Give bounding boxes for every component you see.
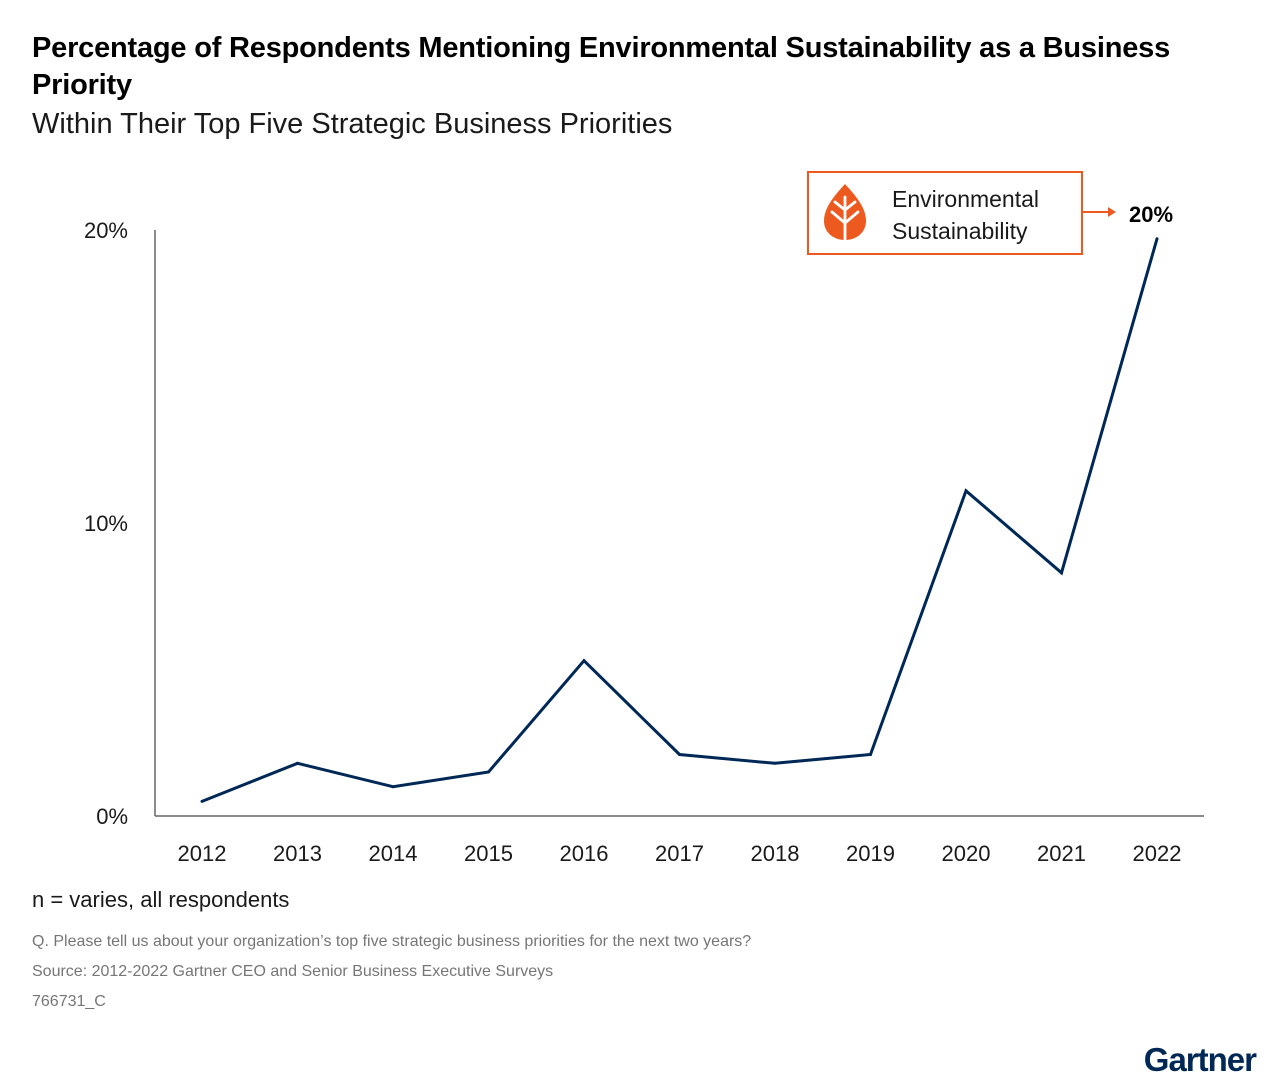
series-line-environmental-sustainability	[201, 238, 1159, 803]
source-footnote: Source: 2012-2022 Gartner CEO and Senior…	[32, 963, 554, 980]
data-point	[200, 799, 204, 803]
data-point	[1060, 571, 1063, 575]
data-point	[391, 785, 395, 789]
data-point	[773, 761, 777, 765]
legend-label-line-2: Sustainability	[892, 218, 1028, 244]
sample-note: n = varies, all respondents	[32, 887, 290, 912]
data-point	[582, 659, 586, 663]
x-tick-label: 2022	[1133, 841, 1182, 866]
y-tick-labels: 0% 10% 20%	[84, 218, 128, 829]
series-points	[200, 237, 1159, 803]
y-tick-label: 10%	[84, 511, 128, 536]
data-point	[869, 752, 872, 756]
survey-question-footnote: Q. Please tell us about your organizatio…	[32, 933, 752, 950]
y-tick-label: 20%	[84, 218, 128, 243]
arrow-right-icon	[1082, 207, 1116, 217]
data-point	[1155, 237, 1159, 241]
x-tick-label: 2021	[1037, 841, 1086, 866]
x-tick-label: 2020	[942, 841, 991, 866]
x-tick-label: 2017	[655, 841, 704, 866]
end-value-label: 20%	[1129, 202, 1173, 227]
legend-callout: Environmental Sustainability 20%	[807, 171, 1173, 255]
y-tick-label: 0%	[96, 804, 128, 829]
x-tick-labels: 2012 2013 2014 2015 2016 2017 2018 2019 2020 2021…	[178, 841, 1182, 866]
chart-subtitle: Within Their Top Five Strategic Business…	[32, 108, 673, 140]
chart-title: Percentage of Respondents Mentioning Env…	[32, 32, 1170, 101]
data-point	[487, 770, 490, 774]
x-tick-label: 2014	[369, 841, 418, 866]
x-tick-label: 2018	[751, 841, 800, 866]
line-chart: 0%10%20% 2012 2013 2014 2015 2016 2017 2018 201…	[84, 171, 1204, 866]
x-tick-label: 2016	[560, 841, 609, 866]
data-point	[964, 489, 968, 493]
x-tick-label: 2015	[464, 841, 513, 866]
data-point	[678, 752, 681, 756]
data-point	[296, 761, 299, 765]
x-tick-label: 2019	[846, 841, 895, 866]
leaf-icon	[824, 184, 866, 245]
x-tick-label: 2013	[273, 841, 322, 866]
gartner-logo: Gartner	[1143, 1041, 1257, 1078]
figure-id-footnote: 766731_C	[32, 993, 106, 1010]
x-tick-label: 2012	[178, 841, 227, 866]
legend-label-line-1: Environmental	[892, 186, 1039, 212]
chart-axes	[154, 230, 1204, 817]
